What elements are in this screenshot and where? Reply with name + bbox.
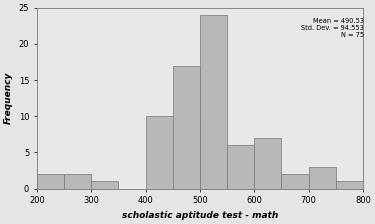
Text: Mean = 490.53
Std. Dev. = 94.553
N = 75: Mean = 490.53 Std. Dev. = 94.553 N = 75 <box>301 18 364 38</box>
X-axis label: scholastic aptitude test - math: scholastic aptitude test - math <box>122 211 278 220</box>
Bar <box>336 181 363 189</box>
Bar <box>146 116 200 189</box>
Bar <box>309 167 336 189</box>
Bar <box>64 174 91 189</box>
Bar <box>173 66 200 189</box>
Bar <box>227 145 254 189</box>
Bar <box>91 181 118 189</box>
Bar <box>37 174 64 189</box>
Bar <box>254 138 281 189</box>
Bar <box>200 15 227 189</box>
Y-axis label: Frequency: Frequency <box>4 72 13 124</box>
Bar <box>281 174 309 189</box>
